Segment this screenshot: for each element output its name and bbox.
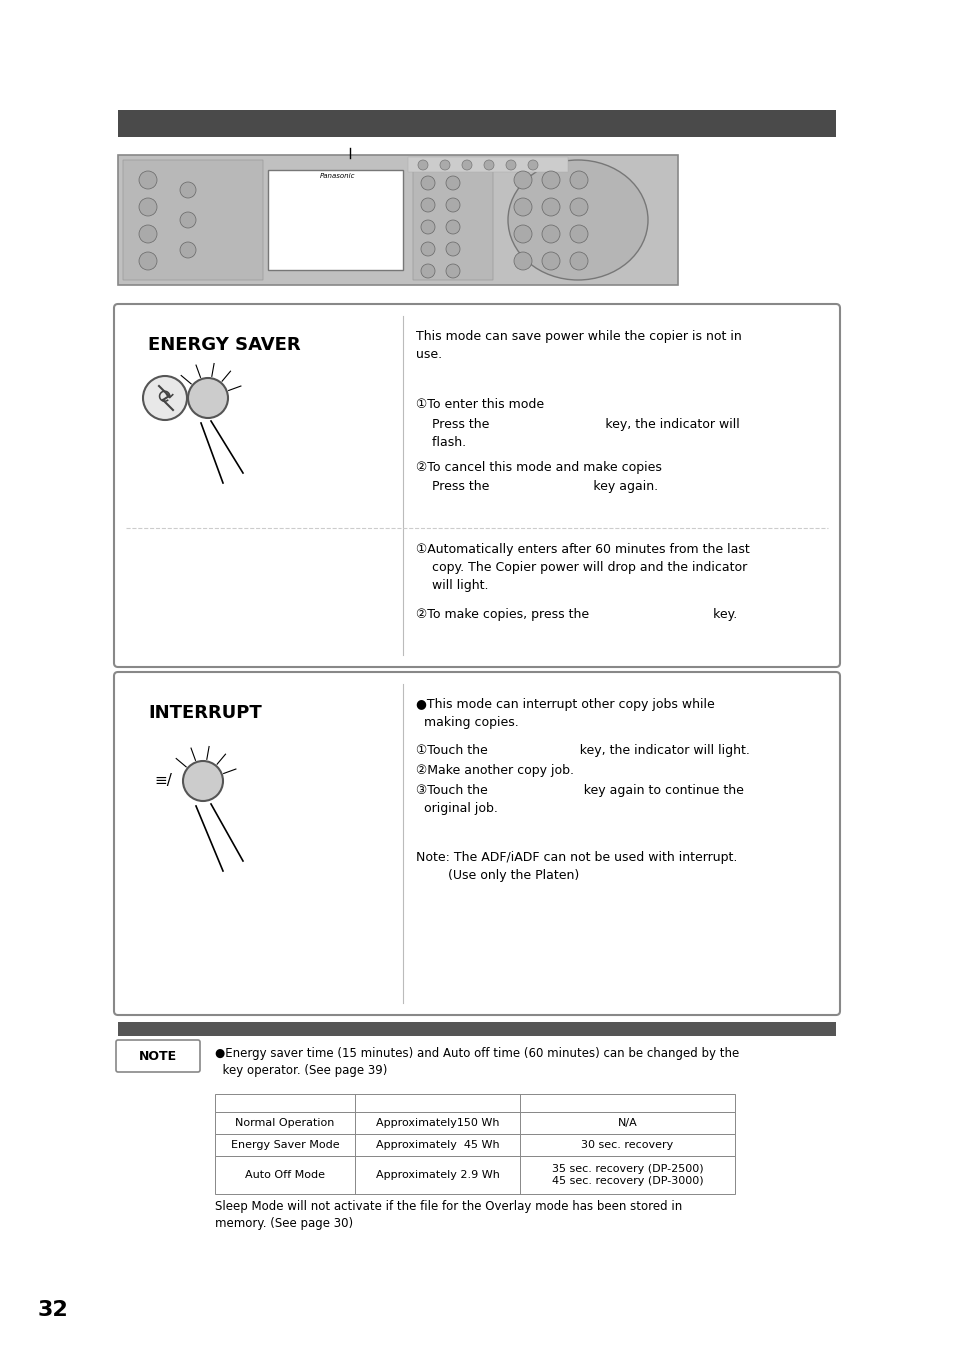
Circle shape: [569, 199, 587, 216]
Text: Note: The ADF/iADF can not be used with interrupt.
        (Use only the Platen): Note: The ADF/iADF can not be used with …: [416, 851, 737, 882]
Circle shape: [420, 242, 435, 255]
Circle shape: [461, 159, 472, 170]
FancyBboxPatch shape: [123, 159, 263, 280]
Circle shape: [541, 172, 559, 189]
FancyBboxPatch shape: [413, 159, 493, 280]
Circle shape: [541, 199, 559, 216]
Bar: [214, 1156, 734, 1194]
Text: 35 sec. recovery (DP-2500)
45 sec. recovery (DP-3000): 35 sec. recovery (DP-2500) 45 sec. recov…: [551, 1163, 702, 1186]
Text: ②To cancel this mode and make copies: ②To cancel this mode and make copies: [416, 461, 661, 474]
Circle shape: [514, 172, 532, 189]
Bar: [268, 170, 402, 270]
Circle shape: [446, 176, 459, 190]
Circle shape: [139, 226, 157, 243]
Text: INTERRUPT: INTERRUPT: [148, 704, 261, 721]
Circle shape: [446, 242, 459, 255]
FancyBboxPatch shape: [113, 671, 840, 1015]
Circle shape: [569, 253, 587, 270]
Circle shape: [420, 263, 435, 278]
Text: NOTE: NOTE: [139, 1050, 177, 1062]
Text: ●Energy saver time (15 minutes) and Auto off time (60 minutes) can be changed by: ●Energy saver time (15 minutes) and Auto…: [214, 1047, 739, 1077]
Text: Sleep Mode will not activate if the file for the Overlay mode has been stored in: Sleep Mode will not activate if the file…: [214, 1200, 681, 1229]
Circle shape: [139, 253, 157, 270]
Circle shape: [420, 220, 435, 234]
Circle shape: [139, 172, 157, 189]
Text: Panasonic: Panasonic: [320, 173, 355, 178]
Text: ≡/: ≡/: [153, 774, 172, 789]
Text: 32: 32: [38, 1300, 69, 1320]
Circle shape: [569, 172, 587, 189]
Circle shape: [514, 226, 532, 243]
Circle shape: [569, 226, 587, 243]
Circle shape: [446, 220, 459, 234]
Circle shape: [483, 159, 494, 170]
Text: ⟳: ⟳: [156, 389, 173, 408]
Bar: [118, 109, 835, 136]
Bar: [214, 1133, 734, 1156]
Text: Press the                             key, the indicator will
    flash.: Press the key, the indicator will flash.: [416, 417, 739, 449]
Circle shape: [417, 159, 428, 170]
Bar: [214, 1112, 734, 1133]
Circle shape: [514, 253, 532, 270]
Circle shape: [139, 199, 157, 216]
Circle shape: [180, 242, 195, 258]
Ellipse shape: [507, 159, 647, 280]
Text: ●This mode can interrupt other copy jobs while
  making copies.: ●This mode can interrupt other copy jobs…: [416, 698, 714, 730]
Circle shape: [541, 253, 559, 270]
Text: N/A: N/A: [617, 1119, 637, 1128]
Circle shape: [180, 212, 195, 228]
Text: ①Automatically enters after 60 minutes from the last
    copy. The Copier power : ①Automatically enters after 60 minutes f…: [416, 543, 749, 592]
Circle shape: [143, 376, 187, 420]
Text: ②Make another copy job.: ②Make another copy job.: [416, 765, 574, 777]
Circle shape: [180, 182, 195, 199]
Circle shape: [420, 176, 435, 190]
Text: Energy Saver Mode: Energy Saver Mode: [231, 1140, 339, 1150]
Text: Approximately 2.9 Wh: Approximately 2.9 Wh: [375, 1170, 499, 1179]
Text: Auto Off Mode: Auto Off Mode: [245, 1170, 325, 1179]
FancyBboxPatch shape: [116, 1040, 200, 1071]
Bar: [214, 1094, 734, 1112]
Bar: [118, 1021, 835, 1036]
Circle shape: [514, 199, 532, 216]
Circle shape: [541, 226, 559, 243]
Circle shape: [527, 159, 537, 170]
Circle shape: [446, 199, 459, 212]
FancyBboxPatch shape: [118, 155, 678, 285]
Text: ENERGY SAVER: ENERGY SAVER: [148, 336, 300, 354]
Text: ③Touch the                        key again to continue the
  original job.: ③Touch the key again to continue the ori…: [416, 784, 743, 815]
FancyBboxPatch shape: [113, 304, 840, 667]
Circle shape: [505, 159, 516, 170]
Text: This mode can save power while the copier is not in
use.: This mode can save power while the copie…: [416, 330, 741, 361]
Circle shape: [420, 199, 435, 212]
Circle shape: [446, 263, 459, 278]
Text: Approximately  45 Wh: Approximately 45 Wh: [375, 1140, 498, 1150]
Text: Normal Operation: Normal Operation: [235, 1119, 335, 1128]
Circle shape: [183, 761, 223, 801]
Text: ②To make copies, press the                               key.: ②To make copies, press the key.: [416, 608, 737, 621]
Text: ①Touch the                       key, the indicator will light.: ①Touch the key, the indicator will light…: [416, 744, 749, 757]
Bar: [408, 157, 567, 172]
Circle shape: [439, 159, 450, 170]
Text: ①To enter this mode: ①To enter this mode: [416, 399, 543, 411]
Circle shape: [188, 378, 228, 417]
Text: Press the                          key again.: Press the key again.: [416, 480, 658, 493]
Text: Approximately150 Wh: Approximately150 Wh: [375, 1119, 498, 1128]
Text: 30 sec. recovery: 30 sec. recovery: [580, 1140, 673, 1150]
